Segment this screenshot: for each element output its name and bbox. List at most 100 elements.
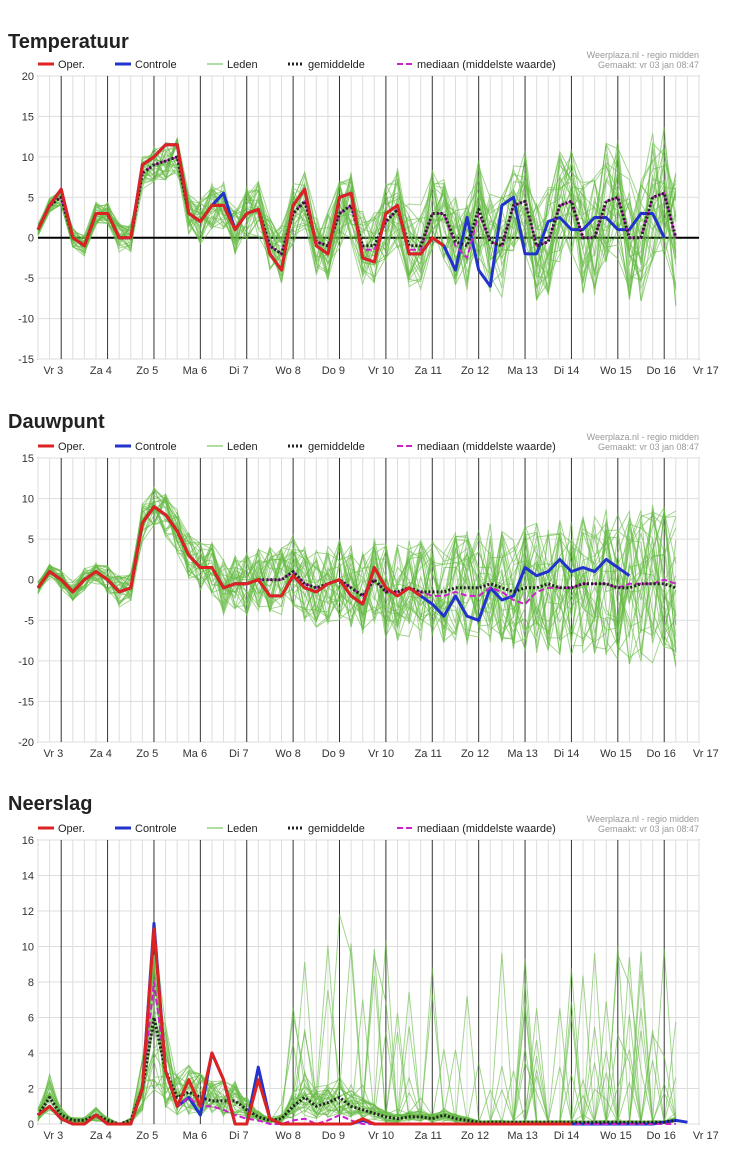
x-tick-label: Zo 5: [136, 748, 158, 760]
x-tick-label: Di 7: [229, 1130, 249, 1142]
x-tick-label: Zo 12: [461, 1130, 489, 1142]
y-tick-label: 2: [28, 1084, 34, 1096]
x-tick-label: Vr 3: [43, 365, 63, 377]
dewpoint-panel: Dauwpunt: [0, 390, 739, 780]
y-tick-label: -5: [24, 615, 34, 627]
x-tick-label: Zo 12: [461, 748, 489, 760]
x-tick-label: Vr 3: [43, 748, 63, 760]
y-tick-label: -10: [18, 314, 34, 326]
x-tick-label: Vr 17: [693, 748, 719, 760]
legend-oper-label: Oper.: [58, 441, 85, 453]
x-tick-label: Do 9: [322, 748, 345, 760]
created-label: Gemaakt: vr 03 jan 08:47: [598, 824, 699, 834]
x-tick-label: Wo 15: [600, 365, 632, 377]
y-tick-label: 12: [22, 906, 34, 918]
temperature-panel: Temperatuur: [0, 0, 739, 390]
x-tick-label: Do 9: [322, 365, 345, 377]
x-tick-label: Ma 13: [507, 1130, 538, 1142]
member-line: [37, 502, 677, 654]
x-tick-label: Za 4: [90, 1130, 112, 1142]
legend-mediaan-label: mediaan (middelste waarde): [417, 59, 556, 71]
created-label: Gemaakt: vr 03 jan 08:47: [598, 60, 699, 70]
x-tick-label: Di 14: [554, 365, 580, 377]
y-tick-label: 15: [22, 111, 34, 123]
legend-mediaan-label: mediaan (middelste waarde): [417, 823, 556, 835]
x-tick-label: Wo 8: [275, 365, 300, 377]
y-tick-label: -20: [18, 737, 34, 749]
y-tick-label: 0: [28, 1119, 34, 1131]
x-tick-label: Za 11: [415, 1130, 442, 1142]
x-tick-label: Di 14: [554, 748, 580, 760]
x-tick-label: Wo 8: [275, 748, 300, 760]
member-line: [37, 146, 677, 279]
legend-controle-label: Controle: [135, 823, 177, 835]
legend-gemiddelde-label: gemiddelde: [308, 59, 365, 71]
source-label: Weerplaza.nl - regio midden: [587, 814, 699, 824]
y-tick-label: -15: [18, 354, 34, 366]
member-line: [37, 495, 677, 659]
series-oper-line: [36, 505, 422, 606]
x-tick-label: Do 9: [322, 1130, 345, 1142]
y-tick-label: 5: [28, 192, 34, 204]
y-tick-label: 4: [28, 1048, 34, 1060]
x-tick-label: Wo 15: [600, 1130, 632, 1142]
series-oper-line: [37, 927, 572, 1126]
legend-mediaan-label: mediaan (middelste waarde): [417, 441, 556, 453]
x-tick-label: Wo 8: [275, 1130, 300, 1142]
y-tick-label: 14: [22, 871, 34, 883]
x-tick-label: Za 11: [415, 748, 442, 760]
precipitation-panel: Neerslag: [0, 780, 739, 1171]
legend-oper-label: Oper.: [58, 823, 85, 835]
x-tick-label: Ma 13: [507, 748, 538, 760]
x-tick-label: Do 16: [646, 1130, 675, 1142]
y-tick-label: 10: [22, 494, 34, 506]
y-tick-label: 0: [28, 233, 34, 245]
x-tick-label: Do 16: [646, 365, 675, 377]
x-tick-label: Zo 5: [136, 365, 158, 377]
x-tick-label: Di 14: [554, 1130, 580, 1142]
x-tick-label: Do 16: [646, 748, 675, 760]
x-tick-label: Za 11: [415, 365, 442, 377]
chart-title: Dauwpunt: [8, 411, 105, 433]
x-tick-label: Za 4: [90, 748, 112, 760]
x-tick-label: Vr 17: [693, 365, 719, 377]
y-tick-label: 5: [28, 534, 34, 546]
x-tick-label: Di 7: [229, 365, 249, 377]
y-tick-label: -10: [18, 656, 34, 668]
member-line: [37, 496, 677, 665]
chart-title: Neerslag: [8, 793, 93, 815]
x-tick-label: Di 7: [229, 748, 249, 760]
legend-gemiddelde-label: gemiddelde: [308, 441, 365, 453]
x-tick-label: Zo 12: [461, 365, 489, 377]
x-tick-label: Vr 3: [43, 1130, 63, 1142]
x-tick-label: Vr 10: [368, 1130, 394, 1142]
x-tick-label: Zo 5: [136, 1130, 158, 1142]
source-label: Weerplaza.nl - regio midden: [587, 432, 699, 442]
y-tick-label: 10: [22, 152, 34, 164]
member-line: [37, 133, 677, 296]
y-tick-label: 10: [22, 942, 34, 954]
y-tick-label: 15: [22, 453, 34, 465]
legend-gemiddelde-label: gemiddelde: [308, 823, 365, 835]
x-tick-label: Za 4: [90, 365, 112, 377]
x-tick-label: Vr 17: [693, 1130, 719, 1142]
member-line: [37, 139, 677, 305]
x-tick-label: Ma 6: [183, 365, 207, 377]
legend-leden-label: Leden: [227, 59, 258, 71]
legend-controle-label: Controle: [135, 59, 177, 71]
legend-leden-label: Leden: [227, 823, 258, 835]
legend-leden-label: Leden: [227, 441, 258, 453]
chart-title: Temperatuur: [8, 31, 129, 53]
y-tick-label: 0: [28, 575, 34, 587]
y-tick-label: 6: [28, 1013, 34, 1025]
x-tick-label: Ma 6: [183, 748, 207, 760]
y-tick-label: 16: [22, 835, 34, 847]
y-tick-label: -5: [24, 273, 34, 285]
x-tick-label: Ma 13: [507, 365, 538, 377]
legend-oper-label: Oper.: [58, 59, 85, 71]
y-tick-label: 20: [22, 71, 34, 83]
x-tick-label: Ma 6: [183, 1130, 207, 1142]
